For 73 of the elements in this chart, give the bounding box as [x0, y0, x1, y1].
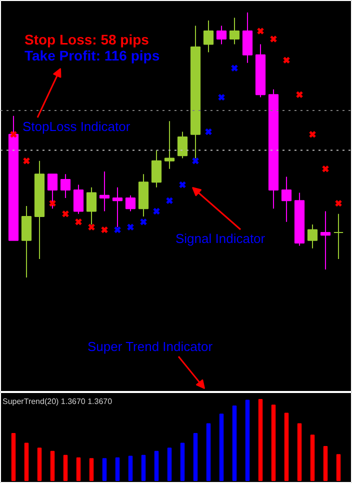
bar [258, 399, 263, 481]
annotation: Stop Loss: 58 pips [24, 32, 150, 48]
bar [154, 450, 159, 481]
bar [284, 412, 289, 481]
candlestick [203, 20, 214, 53]
point [62, 210, 70, 218]
point [22, 157, 30, 165]
bar [89, 458, 94, 481]
candlestick [164, 120, 175, 170]
annotation: Signal Indicator [176, 231, 266, 246]
candlestick [307, 224, 318, 249]
point [114, 226, 122, 234]
point [296, 90, 304, 98]
bar [232, 405, 237, 481]
bar [37, 448, 42, 481]
bar [193, 433, 198, 481]
bar [11, 433, 16, 481]
candlestick [333, 213, 344, 260]
candlestick [47, 174, 58, 210]
point [140, 218, 148, 226]
bar [180, 442, 185, 481]
candlestick [99, 171, 110, 212]
point [126, 223, 134, 231]
point [100, 226, 108, 234]
bar [76, 457, 81, 481]
bar [102, 458, 107, 481]
candlestick [60, 174, 71, 198]
bar [323, 446, 328, 481]
bar [167, 448, 172, 481]
annotation: StopLoss Indicator [22, 119, 131, 134]
candlestick [125, 194, 136, 212]
point [48, 200, 56, 208]
candlestick [73, 184, 84, 214]
point [230, 64, 238, 72]
text: Super Trend Indicator [88, 339, 214, 354]
point [256, 27, 264, 35]
candlestick [21, 205, 32, 278]
bar [297, 423, 302, 481]
point [178, 181, 186, 188]
point [322, 165, 330, 173]
annotation: Take Profit: 116 pips [24, 48, 160, 64]
point [10, 130, 18, 138]
point [192, 157, 200, 165]
point [204, 128, 212, 136]
candlestick [242, 12, 253, 64]
annotation: SuperTrend(20) 1.3670 1.3670 [2, 397, 113, 406]
bar [128, 456, 133, 481]
bar [63, 454, 68, 481]
candlestick [177, 131, 188, 159]
point [218, 94, 226, 102]
bar [336, 454, 341, 481]
candlestick [320, 210, 331, 270]
point [152, 208, 160, 215]
point [308, 130, 316, 138]
candlestick [281, 176, 292, 222]
bar [310, 434, 315, 481]
candlestick [216, 25, 227, 45]
bar [219, 414, 224, 481]
bar [141, 454, 146, 481]
point [88, 223, 96, 231]
candlestick [229, 17, 240, 45]
bar [50, 450, 55, 481]
point [166, 196, 174, 204]
point [282, 56, 290, 64]
bar [115, 457, 120, 481]
bar [271, 404, 276, 481]
bar [24, 442, 29, 481]
point [270, 35, 278, 43]
point [334, 200, 342, 208]
bar [245, 400, 250, 481]
candlestick [151, 150, 162, 188]
point [74, 218, 82, 226]
bar [206, 423, 211, 481]
